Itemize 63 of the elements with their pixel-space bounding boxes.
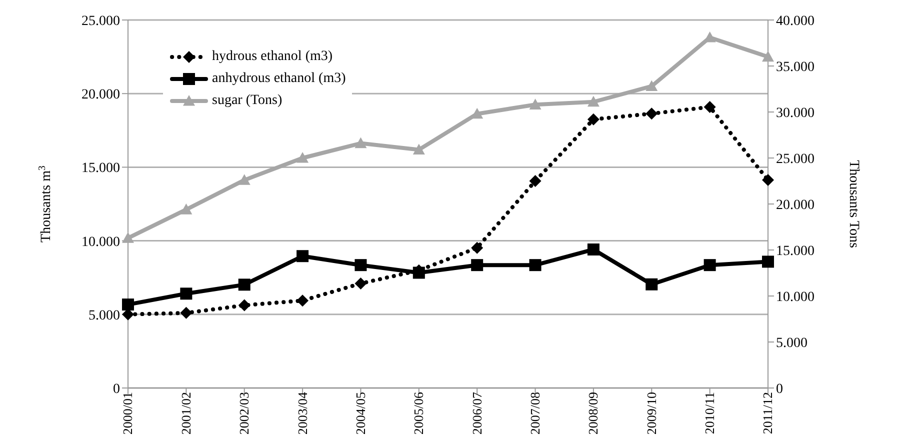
point: [646, 108, 658, 120]
point: [238, 278, 250, 291]
x-tick-label: 2006/07: [469, 392, 484, 435]
point: [587, 243, 600, 256]
point: [180, 306, 192, 319]
point: [354, 259, 367, 272]
point: [646, 80, 658, 92]
point: [762, 256, 774, 268]
x-tick-label: 2001/02: [178, 392, 194, 435]
x-tick-label: 2009/10: [644, 392, 659, 435]
y2-tick-label: 0: [776, 382, 783, 397]
point: [412, 144, 425, 155]
y-tick-label: 25.000: [82, 14, 120, 29]
point: [122, 298, 134, 311]
point: [354, 277, 367, 290]
point: [587, 113, 600, 126]
point: [587, 96, 600, 107]
y2-tick-label: 30.000: [776, 106, 814, 121]
point: [471, 108, 484, 119]
point: [471, 242, 484, 254]
point: [238, 299, 250, 312]
legend-label: anhydrous ethanol (m3): [212, 70, 346, 88]
y-tick-label: 15.000: [82, 161, 120, 176]
point: [529, 175, 542, 188]
y-tick-label: 0: [113, 382, 120, 397]
x-tick-label: 2005/06: [411, 392, 426, 435]
point: [704, 259, 716, 272]
x-tick-label: 2010/11: [702, 392, 718, 434]
y2-tick-label: 10.000: [776, 290, 814, 305]
y2-tick-label: 20.000: [776, 198, 814, 213]
point: [296, 250, 309, 262]
point: [529, 259, 542, 272]
y2-tick-label: 15.000: [776, 244, 814, 259]
x-tick-label: 2011/12: [760, 392, 776, 434]
x-tick-label: 2002/03: [236, 392, 252, 435]
point: [762, 50, 774, 62]
point: [646, 278, 658, 290]
legend-label: hydrous ethanol (m3): [212, 48, 333, 66]
point: [296, 152, 309, 163]
y-tick-label: 5.000: [88, 308, 120, 324]
x-tick-label: 2007/08: [528, 392, 543, 435]
point: [296, 294, 309, 307]
point: [762, 174, 774, 186]
y2-tick-label: 35.000: [776, 60, 814, 75]
point: [704, 100, 716, 113]
y2-tick-label: 40.000: [776, 14, 814, 29]
y-tick-label: 20.000: [82, 88, 120, 103]
x-tick-label: 2004/05: [352, 392, 368, 435]
y2-tick-label: 5.000: [776, 336, 808, 351]
x-tick-label: 2000/01: [120, 392, 136, 435]
x-tick-label: 2003/04: [294, 392, 310, 435]
y2-axis-title: Thousants Tons: [846, 160, 861, 248]
point: [529, 98, 542, 110]
point: [180, 288, 192, 300]
y-tick-label: 10.000: [82, 234, 120, 250]
point: [180, 204, 192, 214]
point: [238, 174, 250, 185]
y2-tick-label: 25.000: [776, 152, 814, 167]
point: [354, 137, 367, 148]
point: [471, 259, 484, 272]
legend-label: sugar (Tons): [212, 92, 282, 110]
point: [122, 232, 134, 243]
x-tick-label: 2008/09: [586, 392, 601, 435]
